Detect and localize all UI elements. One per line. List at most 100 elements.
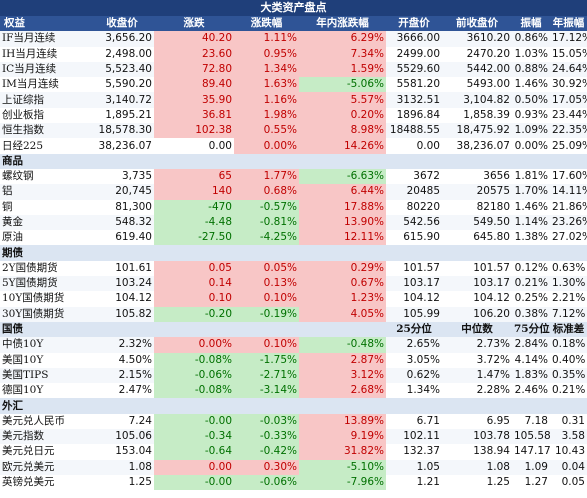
- cell-value: -4.48: [154, 214, 234, 231]
- cell-value: 0.29%: [299, 260, 386, 277]
- cell-value: 615.90: [386, 230, 442, 246]
- cell-value: 1.81%: [512, 168, 550, 185]
- cell-value: 20485: [386, 184, 442, 200]
- cell-value: 65: [154, 168, 234, 185]
- section-subheader: 中位数: [442, 321, 512, 338]
- cell-value: 20575: [442, 184, 512, 200]
- cell-value: 104.12: [386, 291, 442, 307]
- cell-value: 0.38%: [512, 306, 550, 322]
- cell-value: 5493.00: [442, 77, 512, 93]
- cell-value: 4.50%: [90, 352, 154, 368]
- cell-value: 0.20%: [299, 107, 386, 124]
- cell-value: 1.63%: [234, 77, 299, 93]
- cell-value: 1.25: [442, 474, 512, 491]
- row-name: 美国10Y: [0, 352, 90, 368]
- cell-value: 0.05%: [234, 260, 299, 277]
- cell-value: 105.99: [386, 306, 442, 322]
- cell-value: 13.90%: [299, 214, 386, 231]
- cell-value: 140: [154, 184, 234, 200]
- table-row: 英镑兑美元 1.25 -0.00 -0.06% -7.96% 1.21 1.25 1.27 0.…: [0, 474, 587, 491]
- cell-value: 1.27: [512, 474, 550, 491]
- cell-value: 1.14%: [512, 214, 550, 231]
- cell-value: 1.46%: [512, 199, 550, 215]
- cell-value: 23.60: [154, 46, 234, 62]
- table-row: 德国10Y 2.47% -0.08% -3.14% 2.68% 1.34% 2.28% 2.4…: [0, 383, 587, 399]
- cell-value: -0.03%: [234, 413, 299, 430]
- cell-value: 18,475.92: [442, 123, 512, 139]
- cell-value: 18488.55: [386, 123, 442, 139]
- cell-value: 3.12%: [299, 367, 386, 384]
- cell-value: 105.06: [90, 429, 154, 445]
- section-title: 外汇: [0, 398, 90, 414]
- table-row: 上证综指 3,140.72 35.90 1.16% 5.57% 3132.51 3,104.…: [0, 92, 587, 108]
- cell-value: 5,590.20: [90, 77, 154, 93]
- table-row: 美国10Y 4.50% -0.08% -1.75% 2.87% 3.05% 3.72% 4.1…: [0, 352, 587, 368]
- cell-value: 40.20: [154, 31, 234, 47]
- cell-value: 35.90: [154, 92, 234, 108]
- cell-value: -7.96%: [299, 474, 386, 491]
- cell-value: 0.67%: [299, 276, 386, 292]
- cell-value: 1896.84: [386, 107, 442, 124]
- column-header-row: 权益 收盘价 涨跌 涨跌幅 年内涨跌幅 开盘价 前收盘价 振幅 年振幅: [0, 16, 587, 32]
- cell-value: 1.98%: [234, 107, 299, 124]
- row-name: 中债10Y: [0, 337, 90, 353]
- cell-value: 38,236.07: [90, 138, 154, 154]
- cell-value: 1.09%: [512, 123, 550, 139]
- cell-value: 10.43: [550, 444, 587, 460]
- section-spacer: [90, 245, 154, 261]
- column-header: 收盘价: [90, 16, 154, 32]
- cell-value: -0.64: [154, 444, 234, 460]
- cell-value: -6.63%: [299, 168, 386, 185]
- cell-value: 30.92%: [550, 77, 587, 93]
- cell-value: 1.11%: [234, 31, 299, 47]
- section-subheader: 标准差: [550, 321, 587, 338]
- cell-value: 2.46%: [512, 383, 550, 399]
- cell-value: 2499.00: [386, 46, 442, 62]
- cell-value: 0.21%: [512, 276, 550, 292]
- cell-value: 2.15%: [90, 367, 154, 384]
- row-name: 黄金: [0, 214, 90, 231]
- row-name: 5Y国债期货: [0, 276, 90, 292]
- table-row: 欧元兑美元 1.08 0.00 0.30% -5.10% 1.05 1.08 1.09 0.04: [0, 459, 587, 475]
- cell-value: 3672: [386, 168, 442, 185]
- cell-value: 1.34%: [386, 383, 442, 399]
- cell-value: 38,236.07: [442, 138, 512, 154]
- cell-value: 2.32%: [90, 337, 154, 353]
- column-header: 涨跌: [154, 16, 234, 32]
- cell-value: 147.17: [512, 444, 550, 460]
- table-row: IF当月连续 3,656.20 40.20 1.11% 6.29% 3666.00 3610…: [0, 31, 587, 47]
- section-header-row: 外汇: [0, 398, 587, 414]
- cell-value: 13.89%: [299, 413, 386, 430]
- row-name: 螺纹钢: [0, 168, 90, 185]
- section-header-row: 商品: [0, 153, 587, 169]
- cell-value: 104.12: [90, 291, 154, 307]
- cell-value: 0.00%: [154, 337, 234, 353]
- cell-value: 0.14: [154, 276, 234, 292]
- section-spacer: [90, 153, 154, 169]
- cell-value: -0.00: [154, 413, 234, 430]
- cell-value: 542.56: [386, 214, 442, 231]
- cell-value: 80220: [386, 199, 442, 215]
- section-spacer: [154, 321, 234, 338]
- table-row: 30Y国债期货 105.82 -0.20 -0.19% 4.05% 105.99 106.2…: [0, 306, 587, 322]
- table-row: 美元兑日元 153.04 -0.64 -0.42% 31.82% 132.37 138.94…: [0, 444, 587, 460]
- row-name: 原油: [0, 230, 90, 246]
- cell-value: -0.33%: [234, 429, 299, 445]
- cell-value: -0.57%: [234, 199, 299, 215]
- section-title: 期债: [0, 245, 90, 261]
- row-name: 铝: [0, 184, 90, 200]
- row-name: IC当月连续: [0, 61, 90, 78]
- section-spacer: [386, 245, 442, 261]
- cell-value: 6.95: [442, 413, 512, 430]
- cell-value: 6.29%: [299, 31, 386, 47]
- row-name: 上证综指: [0, 92, 90, 108]
- cell-value: 8.98%: [299, 123, 386, 139]
- section-spacer: [442, 153, 512, 169]
- section-spacer: [550, 398, 587, 414]
- table-row: 铜 81,300 -470 -0.57% 17.88% 80220 82180 1.46% 21…: [0, 199, 587, 215]
- row-name: 美元兑人民币: [0, 413, 90, 430]
- table-row: 美国TIPS 2.15% -0.06% -2.71% 3.12% 0.62% 1.47% 1.…: [0, 367, 587, 384]
- cell-value: 0.63%: [550, 260, 587, 277]
- cell-value: -27.50: [154, 230, 234, 246]
- cell-value: 0.40%: [550, 352, 587, 368]
